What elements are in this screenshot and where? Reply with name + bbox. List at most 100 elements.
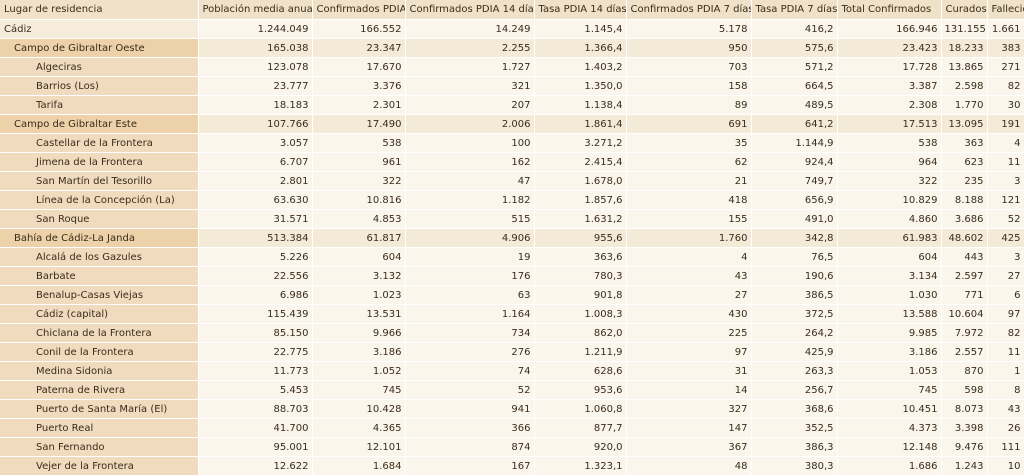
value-cell: 6 <box>987 285 1024 305</box>
value-cell: 1.145,4 <box>534 19 627 39</box>
value-cell: 30 <box>987 95 1024 115</box>
value-cell: 63.630 <box>198 190 313 210</box>
value-cell: 3 <box>987 247 1024 267</box>
place-name-cell[interactable]: Barrios (Los) <box>0 76 199 96</box>
value-cell: 327 <box>626 399 752 419</box>
place-name-cell[interactable]: Benalup-Casas Viejas <box>0 285 199 305</box>
value-cell: 6.986 <box>198 285 313 305</box>
place-name-cell[interactable]: Conil de la Frontera <box>0 342 199 362</box>
table-row: Chiclana de la Frontera 85.150 9.966 734 862… <box>0 323 1024 343</box>
value-cell: 88.703 <box>198 399 313 419</box>
value-cell: 12.101 <box>312 437 406 457</box>
value-cell: 443 <box>941 247 988 267</box>
place-name-cell[interactable]: Tarifa <box>0 95 199 115</box>
value-cell: 2.308 <box>837 95 942 115</box>
value-cell: 3.376 <box>312 76 406 96</box>
place-name-cell[interactable]: Cádiz <box>0 19 199 39</box>
value-cell: 3.387 <box>837 76 942 96</box>
value-cell: 14.249 <box>405 19 535 39</box>
value-cell: 35 <box>626 133 752 153</box>
value-cell: 23.423 <box>837 38 942 58</box>
place-name-cell[interactable]: Vejer de la Frontera <box>0 456 199 476</box>
value-cell: 47 <box>405 171 535 191</box>
place-name-cell[interactable]: Barbate <box>0 266 199 286</box>
column-header[interactable]: Confirmados PDIA <box>312 0 406 20</box>
column-header[interactable]: Lugar de residencia <box>0 0 199 20</box>
value-cell: 664,5 <box>751 76 838 96</box>
value-cell: 264,2 <box>751 323 838 343</box>
value-cell: 235 <box>941 171 988 191</box>
column-header[interactable]: Tasa PDIA 7 días <box>751 0 838 20</box>
value-cell: 656,9 <box>751 190 838 210</box>
value-cell: 366 <box>405 418 535 438</box>
place-name-cell[interactable]: Puerto de Santa María (El) <box>0 399 199 419</box>
value-cell: 1.008,3 <box>534 304 627 324</box>
place-name-cell[interactable]: Cádiz (capital) <box>0 304 199 324</box>
place-name-cell[interactable]: Paterna de Rivera <box>0 380 199 400</box>
value-cell: 5.178 <box>626 19 752 39</box>
value-cell: 628,6 <box>534 361 627 381</box>
value-cell: 22.556 <box>198 266 313 286</box>
value-cell: 167 <box>405 456 535 476</box>
value-cell: 271 <box>987 57 1024 77</box>
column-header[interactable]: Confirmados PDIA 14 días <box>405 0 535 20</box>
place-name-cell[interactable]: Medina Sidonia <box>0 361 199 381</box>
value-cell: 1.323,1 <box>534 456 627 476</box>
place-name-cell[interactable]: Castellar de la Frontera <box>0 133 199 153</box>
value-cell: 100 <box>405 133 535 153</box>
value-cell: 874 <box>405 437 535 457</box>
place-name-cell[interactable]: Campo de Gibraltar Este <box>0 114 199 134</box>
value-cell: 950 <box>626 38 752 58</box>
column-header[interactable]: Confirmados PDIA 7 días <box>626 0 752 20</box>
value-cell: 513.384 <box>198 228 313 248</box>
place-name-cell[interactable]: Bahía de Cádiz-La Janda <box>0 228 199 248</box>
place-name-cell[interactable]: Línea de la Concepción (La) <box>0 190 199 210</box>
value-cell: 538 <box>312 133 406 153</box>
value-cell: 964 <box>837 152 942 172</box>
place-name-cell[interactable]: Alcalá de los Gazules <box>0 247 199 267</box>
value-cell: 5.226 <box>198 247 313 267</box>
value-cell: 745 <box>312 380 406 400</box>
column-header[interactable]: Fallecidos <box>987 0 1024 20</box>
place-name-cell[interactable]: Jimena de la Frontera <box>0 152 199 172</box>
column-header[interactable]: Población media anual <box>198 0 313 20</box>
value-cell: 41.700 <box>198 418 313 438</box>
value-cell: 4.365 <box>312 418 406 438</box>
value-cell: 9.985 <box>837 323 942 343</box>
table-body: Cádiz 1.244.049 166.552 14.249 1.145,4 5.178 4… <box>0 19 1024 476</box>
place-name-cell[interactable]: Campo de Gibraltar Oeste <box>0 38 199 58</box>
value-cell: 691 <box>626 114 752 134</box>
value-cell: 1.661 <box>987 19 1024 39</box>
column-header[interactable]: Tasa PDIA 14 días <box>534 0 627 20</box>
value-cell: 18.233 <box>941 38 988 58</box>
place-name-cell[interactable]: San Roque <box>0 209 199 229</box>
place-name-cell[interactable]: Algeciras <box>0 57 199 77</box>
value-cell: 1.053 <box>837 361 942 381</box>
column-header[interactable]: Curados <box>941 0 988 20</box>
value-cell: 571,2 <box>751 57 838 77</box>
place-name-cell[interactable]: Chiclana de la Frontera <box>0 323 199 343</box>
column-header[interactable]: Total Confirmados <box>837 0 942 20</box>
value-cell: 48.602 <box>941 228 988 248</box>
value-cell: 12.148 <box>837 437 942 457</box>
value-cell: 23.347 <box>312 38 406 58</box>
value-cell: 1.727 <box>405 57 535 77</box>
place-name-cell[interactable]: Puerto Real <box>0 418 199 438</box>
place-name-cell[interactable]: San Fernando <box>0 437 199 457</box>
value-cell: 85.150 <box>198 323 313 343</box>
value-cell: 12.622 <box>198 456 313 476</box>
value-cell: 22.775 <box>198 342 313 362</box>
place-name-cell[interactable]: San Martín del Tesorillo <box>0 171 199 191</box>
value-cell: 82 <box>987 76 1024 96</box>
value-cell: 1.138,4 <box>534 95 627 115</box>
table-row: Barbate 22.556 3.132 176 780,3 43 190,6 3.134 2.… <box>0 266 1024 286</box>
value-cell: 3.132 <box>312 266 406 286</box>
value-cell: 416,2 <box>751 19 838 39</box>
value-cell: 256,7 <box>751 380 838 400</box>
value-cell: 430 <box>626 304 752 324</box>
value-cell: 166.552 <box>312 19 406 39</box>
value-cell: 1.182 <box>405 190 535 210</box>
value-cell: 363 <box>941 133 988 153</box>
table-row: Benalup-Casas Viejas 6.986 1.023 63 901,8 27 3… <box>0 285 1024 305</box>
